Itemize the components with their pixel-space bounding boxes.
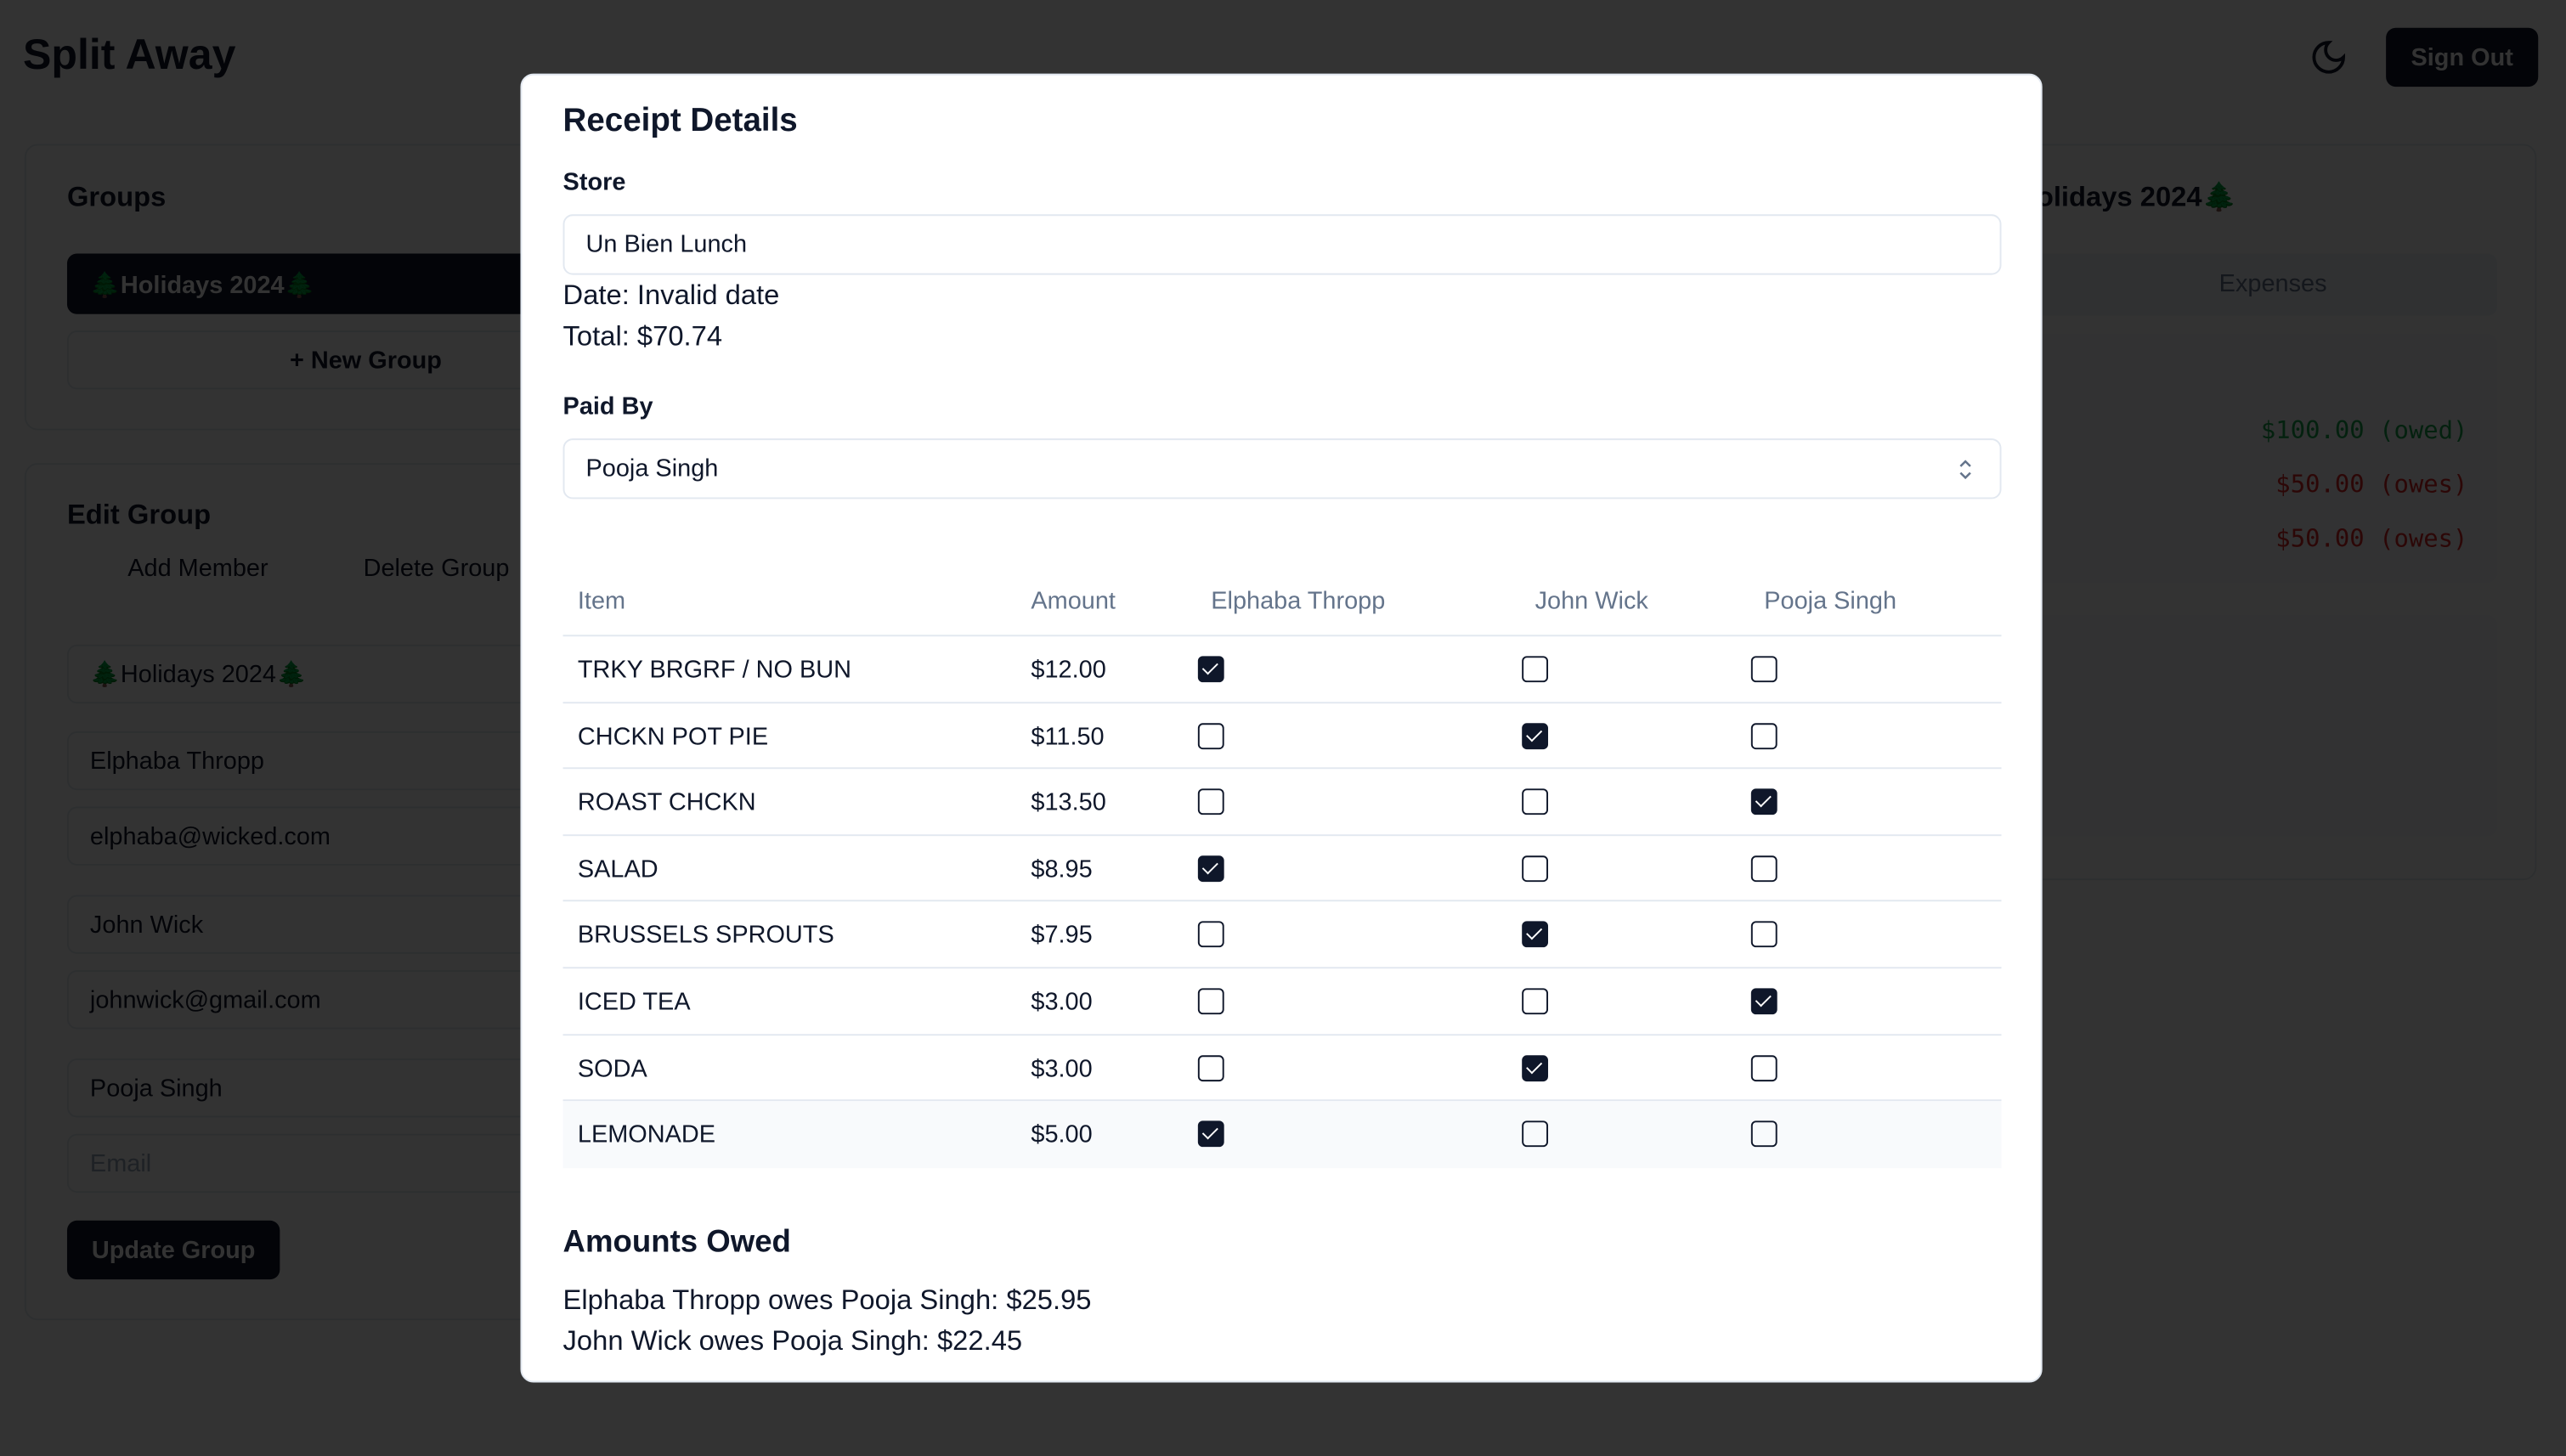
split-checkbox[interactable] xyxy=(1522,722,1549,749)
split-checkbox[interactable] xyxy=(1750,788,1778,815)
table-row: SODA $3.00 xyxy=(562,1035,2002,1102)
column-header: Amount xyxy=(1031,587,1116,616)
table-row: BRUSSELS SPROUTS $7.95 xyxy=(562,902,2002,969)
split-checkbox[interactable] xyxy=(1750,656,1778,683)
store-label: Store xyxy=(562,168,626,197)
column-header: Item xyxy=(577,587,626,616)
split-checkbox[interactable] xyxy=(1197,656,1224,683)
amounts-owed-title: Amounts Owed xyxy=(562,1225,791,1261)
split-checkbox[interactable] xyxy=(1522,656,1549,683)
split-checkbox[interactable] xyxy=(1197,1120,1224,1148)
item-amount: $12.00 xyxy=(1031,656,1106,685)
column-header: Pooja Singh xyxy=(1764,587,1897,616)
receipt-date: Date: Invalid date xyxy=(562,279,780,311)
split-checkbox[interactable] xyxy=(1522,922,1549,948)
item-name: ROAST CHCKN xyxy=(577,788,756,817)
receipt-modal: Receipt Details Store Un Bien Lunch Date: I… xyxy=(520,73,2043,1383)
split-checkbox[interactable] xyxy=(1197,988,1224,1015)
item-amount: $13.50 xyxy=(1031,788,1106,817)
split-checkbox[interactable] xyxy=(1197,722,1224,749)
item-name: LEMONADE xyxy=(577,1120,716,1149)
table-row: SALAD $8.95 xyxy=(562,836,2002,902)
item-amount: $5.00 xyxy=(1031,1120,1093,1149)
split-checkbox[interactable] xyxy=(1750,922,1778,948)
table-row: ICED TEA $3.00 xyxy=(562,968,2002,1036)
split-checkbox[interactable] xyxy=(1522,1054,1549,1081)
header-rule xyxy=(562,635,2002,637)
store-input[interactable]: Un Bien Lunch xyxy=(562,214,2002,275)
item-name: SALAD xyxy=(577,855,658,883)
split-checkbox[interactable] xyxy=(1750,722,1778,749)
item-name: SODA xyxy=(577,1054,647,1083)
split-checkbox[interactable] xyxy=(1750,855,1778,882)
table-row: CHCKN POT PIE $11.50 xyxy=(562,703,2002,770)
split-checkbox[interactable] xyxy=(1750,1120,1778,1148)
item-amount: $3.00 xyxy=(1031,988,1093,1017)
column-header: Elphaba Thropp xyxy=(1211,587,1386,616)
paid-by-select[interactable]: Pooja Singh xyxy=(562,438,2002,499)
item-amount: $3.00 xyxy=(1031,1054,1093,1083)
item-name: BRUSSELS SPROUTS xyxy=(577,922,834,950)
split-checkbox[interactable] xyxy=(1197,922,1224,948)
column-header: John Wick xyxy=(1535,587,1648,616)
split-checkbox[interactable] xyxy=(1522,1120,1549,1148)
split-checkbox[interactable] xyxy=(1522,788,1549,815)
paid-by-label: Paid By xyxy=(562,392,653,420)
item-name: ICED TEA xyxy=(577,988,691,1017)
split-checkbox[interactable] xyxy=(1750,988,1778,1015)
table-row: LEMONADE $5.00 xyxy=(562,1101,2002,1168)
split-checkbox[interactable] xyxy=(1522,855,1549,882)
item-amount: $8.95 xyxy=(1031,855,1093,883)
split-checkbox[interactable] xyxy=(1197,855,1224,882)
receipt-total: Total: $70.74 xyxy=(562,320,723,353)
split-checkbox[interactable] xyxy=(1197,1054,1224,1081)
split-checkbox[interactable] xyxy=(1522,988,1549,1015)
owed-line: John Wick owes Pooja Singh: $22.45 xyxy=(562,1325,1023,1357)
table-row: ROAST CHCKN $13.50 xyxy=(562,770,2002,836)
modal-title: Receipt Details xyxy=(562,103,798,139)
item-amount: $7.95 xyxy=(1031,922,1093,950)
item-amount: $11.50 xyxy=(1031,722,1105,751)
split-checkbox[interactable] xyxy=(1197,788,1224,815)
owed-line: Elphaba Thropp owes Pooja Singh: $25.95 xyxy=(562,1284,1092,1316)
split-checkbox[interactable] xyxy=(1750,1054,1778,1081)
table-row: TRKY BRGRF / NO BUN $12.00 xyxy=(562,636,2002,703)
item-name: TRKY BRGRF / NO BUN xyxy=(577,656,852,685)
item-name: CHCKN POT PIE xyxy=(577,722,769,751)
